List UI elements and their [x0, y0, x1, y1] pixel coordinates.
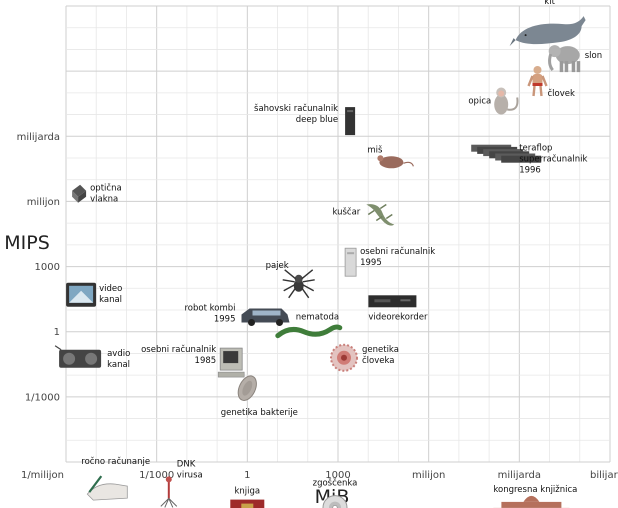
spider-icon	[282, 269, 315, 299]
x-tick-label: bilijarda	[590, 470, 618, 481]
point-label: kit	[544, 0, 555, 7]
point-deep-blue: šahovski računalnik deep blue	[254, 103, 356, 136]
nematode-icon	[275, 324, 343, 339]
y-tick-label: milijarda	[17, 132, 60, 143]
robot-van-icon	[241, 308, 290, 326]
point-label: kongresna knjižnica	[493, 485, 577, 495]
point-label: robot kombi 1995	[185, 304, 236, 325]
point-dnk-virusa: DNK virusa	[160, 459, 203, 508]
human-icon	[527, 66, 548, 97]
lizard-icon	[366, 203, 395, 226]
point-genetika-cloveka: genetika človeka	[330, 343, 399, 372]
point-label: slon	[585, 51, 602, 61]
elephant-icon	[548, 45, 581, 73]
human-cell-icon	[330, 343, 358, 372]
point-label: DNK virusa	[177, 459, 203, 480]
point-label: avdio kanal	[107, 349, 130, 370]
point-label: videorekorder	[368, 312, 428, 322]
mouse-icon	[377, 155, 414, 169]
point-label: teraflop superračunalnik 1996	[519, 144, 587, 176]
point-robot-kombi: robot kombi 1995	[185, 304, 290, 326]
chess-computer-icon	[345, 107, 356, 136]
point-pajek: pajek	[266, 261, 315, 299]
x-tick-label: milijarda	[498, 470, 541, 481]
point-label: genetika bakterije	[221, 408, 298, 418]
point-label: zgoščenka	[313, 478, 358, 489]
y-axis-title: MIPS	[4, 232, 50, 254]
pc-1985-icon	[217, 347, 245, 378]
point-label: miš	[367, 144, 383, 155]
point-label: video kanal	[99, 284, 122, 305]
grid	[65, 5, 611, 463]
x-tick-label: milijon	[412, 470, 445, 481]
whale-icon	[509, 16, 586, 47]
point-opticna-vlakna: optična vlakna	[72, 183, 122, 205]
y-tick-label: 1000	[35, 262, 60, 273]
point-rocno-racunanje: ročno računanje	[81, 456, 150, 501]
vcr-icon	[368, 295, 417, 308]
fiber-optic-icon	[72, 184, 87, 203]
pc-tower-icon	[344, 247, 357, 277]
point-label: osebni računalnik 1985	[141, 344, 216, 366]
book-icon	[230, 499, 265, 508]
point-kongresna-knjiznica: kongresna knjižnica	[493, 485, 577, 508]
point-label: kuščar	[332, 207, 360, 218]
x-tick-label: 1000	[325, 470, 350, 481]
point-knjiga: knjiga	[230, 487, 265, 508]
point-videokanal: video kanal	[66, 282, 122, 307]
tv-icon	[66, 282, 97, 307]
radio-icon	[54, 345, 102, 368]
x-tick-label: 1	[244, 470, 250, 481]
point-label: šahovski računalnik deep blue	[254, 103, 338, 125]
point-label: pajek	[266, 261, 289, 271]
bacterium-icon	[237, 375, 257, 401]
x-tick-label: 1/milijon	[21, 470, 64, 481]
point-label: optična vlakna	[90, 183, 122, 205]
point-nematoda: nematoda	[275, 313, 343, 339]
point-label: genetika človeka	[362, 345, 399, 366]
point-videorekorder: videorekorder	[368, 295, 428, 322]
point-label: nematoda	[296, 313, 339, 323]
supercomputer-icon	[471, 144, 542, 163]
point-opica: opica	[468, 87, 519, 115]
point-pc-1985: osebni računalnik 1985	[141, 344, 245, 378]
point-avdio-kanal: avdio kanal	[54, 345, 130, 370]
tick-labels: 1/milijon 1/1000 1 1000 milijon milijarda bili…	[17, 132, 618, 481]
monkey-icon	[494, 87, 519, 115]
point-label: knjiga	[234, 487, 260, 497]
point-slon: slon	[548, 45, 602, 73]
point-label: ročno računanje	[81, 456, 150, 467]
point-label: osebni računalnik 1995	[360, 246, 435, 268]
point-clovek: človek	[527, 66, 575, 99]
point-pc-1995: osebni računalnik 1995	[344, 246, 435, 277]
point-zgoscenka: zgoščenka	[313, 478, 358, 508]
point-label: človek	[548, 88, 575, 99]
library-icon	[493, 495, 570, 508]
point-genetika-bakterije: genetika bakterije	[221, 375, 298, 418]
point-kit: kit	[509, 0, 586, 47]
data-points: kit slon človek opica šahovski računalnik dee…	[54, 0, 602, 508]
cd-icon	[322, 495, 348, 508]
virus-icon	[160, 476, 178, 508]
point-teraflop: teraflop superračunalnik 1996	[471, 144, 587, 176]
x-tick-label: 1/1000	[139, 470, 174, 481]
y-tick-label: milijon	[27, 197, 60, 208]
point-mis: miš	[367, 144, 414, 169]
point-kuscar: kuščar	[332, 203, 395, 226]
point-label: opica	[468, 97, 491, 107]
y-tick-label: 1/1000	[25, 392, 60, 403]
y-tick-label: 1	[54, 327, 60, 338]
hand-writing-icon	[86, 475, 128, 501]
